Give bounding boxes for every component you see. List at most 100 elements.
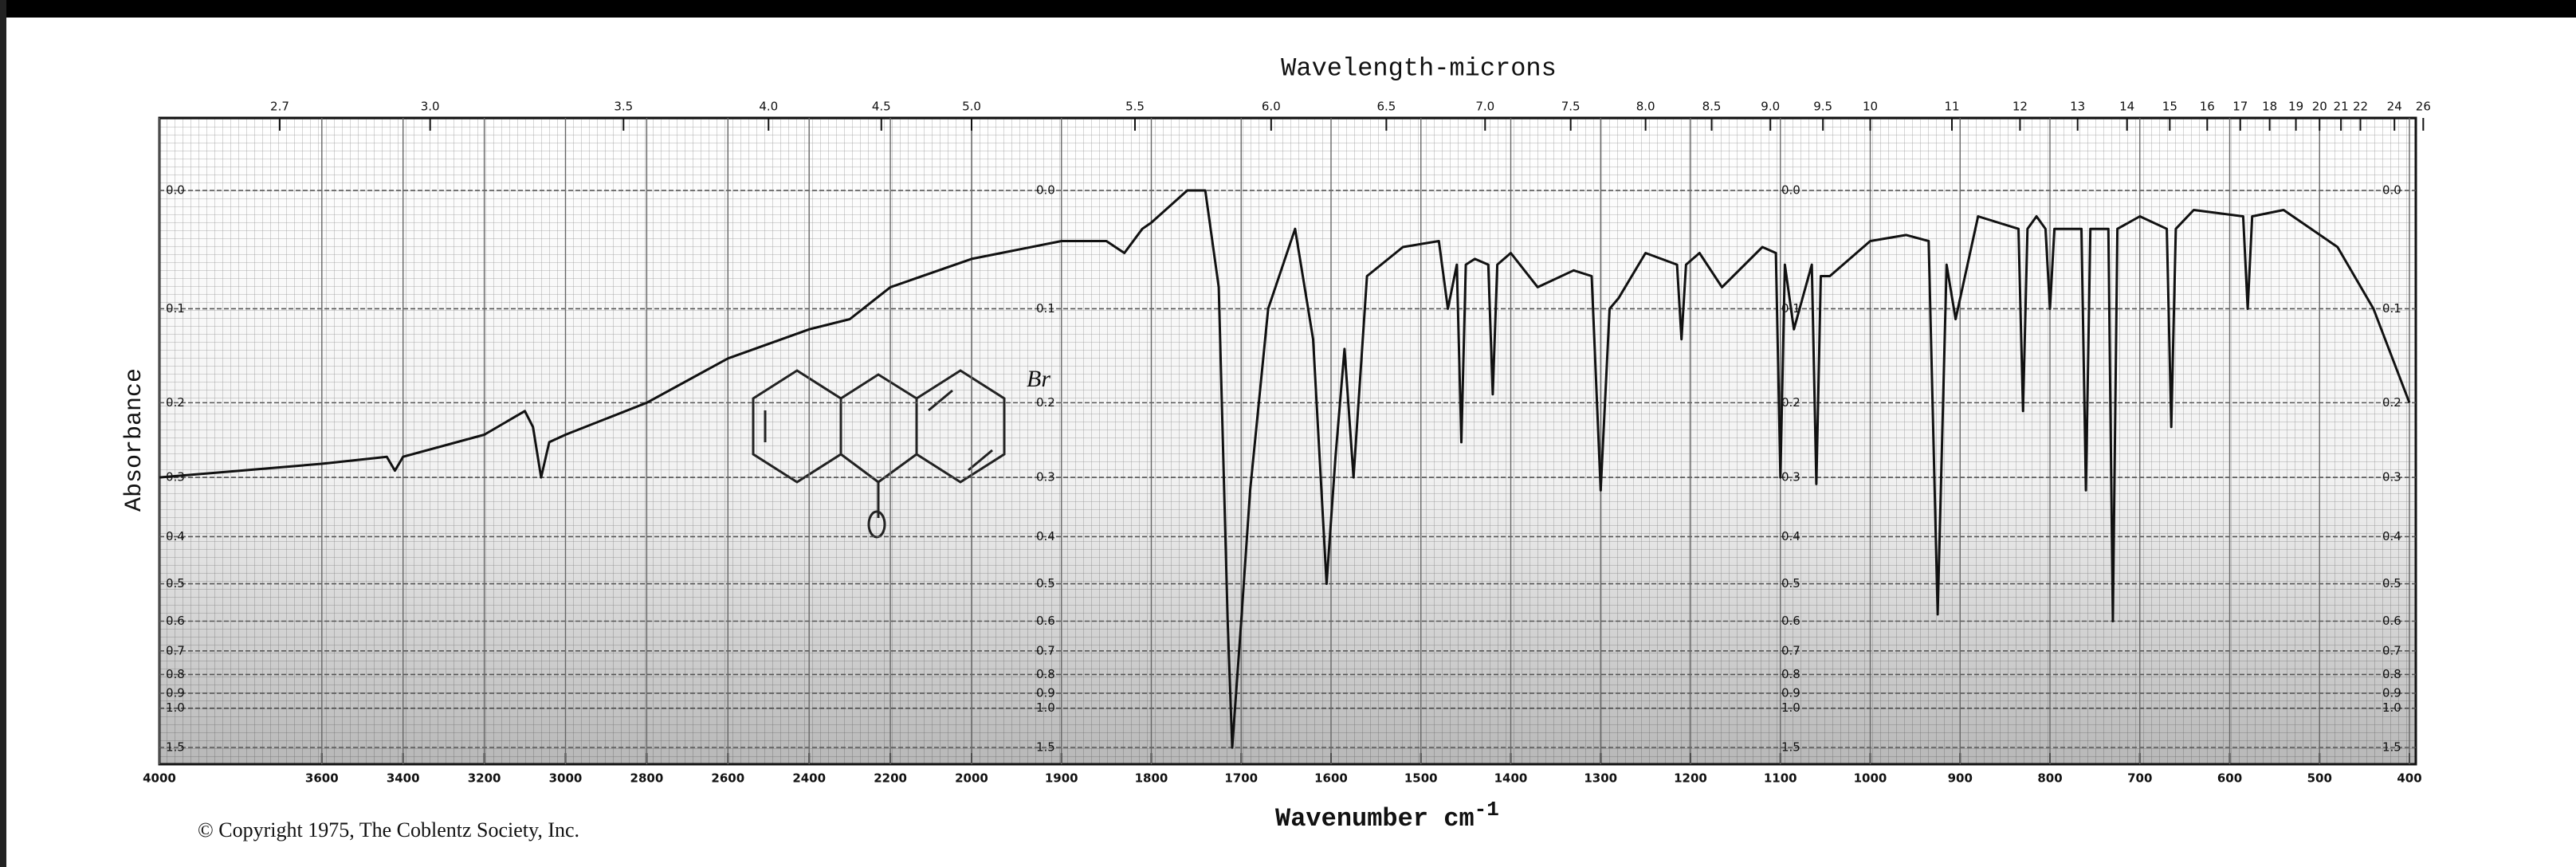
x2-tick-label: 10 (1863, 100, 1878, 114)
x2-tick-label: 15 (2162, 100, 2177, 114)
x-tick-label: 1400 (1494, 771, 1528, 786)
x-tick-label: 600 (2217, 771, 2242, 786)
x-tick-label: 500 (2307, 771, 2332, 786)
y-tick-label: 0.0 (1036, 183, 1055, 198)
y-tick-label: 1.0 (2382, 700, 2401, 715)
x-tick-label: 700 (2127, 771, 2152, 786)
x-tick-label: 1800 (1135, 771, 1168, 786)
x-tick-label: 2000 (955, 771, 988, 786)
x-axis-title: Wavenumber cm-1 (1275, 798, 1499, 834)
x2-tick-label: 9.0 (1761, 100, 1780, 114)
x2-tick-label: 24 (2387, 100, 2402, 114)
scan-border (0, 0, 2576, 18)
x-axis-title-sup: -1 (1475, 798, 1499, 822)
y-tick-label: 0.9 (1036, 685, 1055, 700)
top-axis-title: Wavelength-microns (1281, 53, 1557, 83)
y-tick-label: 0.5 (1781, 576, 1800, 590)
y-tick-label: 0.7 (1781, 643, 1800, 657)
y-tick-label: 0.5 (1036, 576, 1055, 590)
x-tick-label: 2400 (792, 771, 826, 786)
x-tick-label: 1300 (1584, 771, 1617, 786)
y-tick-label: 0.6 (1036, 614, 1055, 628)
copyright: © Copyright 1975, The Coblentz Society, … (198, 818, 579, 842)
y-tick-label: 0.8 (2382, 667, 2401, 681)
x2-tick-label: 6.5 (1376, 100, 1396, 114)
x2-tick-label: 7.0 (1475, 100, 1494, 114)
x2-tick-label: 2.7 (270, 100, 289, 114)
spectrum-line (159, 189, 2411, 749)
x-tick-label: 3200 (468, 771, 501, 786)
y-tick-label: 1.5 (1036, 740, 1055, 755)
paper-shading (159, 118, 2416, 764)
x-tick-label: 2800 (630, 771, 664, 786)
x2-tick-label: 14 (2119, 100, 2134, 114)
annotation: Br (1027, 366, 1050, 392)
x2-tick-label: 13 (2070, 100, 2085, 114)
y-tick-label: 0.5 (166, 576, 185, 590)
y-tick-label: 0.8 (166, 667, 185, 681)
x-tick-label: 2600 (711, 771, 744, 786)
x-tick-label: 800 (2037, 771, 2062, 786)
y-tick-label: 1.5 (2382, 740, 2401, 755)
y-tick-label: 0.7 (2382, 643, 2401, 657)
x-tick-label: 1700 (1224, 771, 1258, 786)
x2-tick-label: 4.5 (872, 100, 891, 114)
x2-tick-label: 20 (2312, 100, 2327, 114)
y-tick-label: 0.3 (1781, 470, 1800, 484)
x2-tick-label: 26 (2416, 100, 2431, 114)
x-tick-label: 400 (2397, 771, 2421, 786)
x-tick-label: 1500 (1404, 771, 1438, 786)
x2-tick-label: 17 (2232, 100, 2248, 114)
y-tick-label: 0.1 (166, 301, 185, 316)
x-tick-label: 1000 (1854, 771, 1887, 786)
y-tick-label: 0.4 (166, 529, 185, 543)
x2-tick-label: 3.5 (614, 100, 633, 114)
y-tick-label: 0.7 (166, 643, 185, 657)
y-tick-label: 0.2 (2382, 395, 2401, 410)
y-tick-label: 0.6 (2382, 614, 2401, 628)
scan-edge (0, 0, 6, 867)
y-tick-label: 0.3 (1036, 470, 1055, 484)
y-tick-label: 0.9 (166, 685, 185, 700)
x2-tick-label: 4.0 (759, 100, 778, 114)
y-tick-label: 1.0 (1036, 700, 1055, 715)
x2-tick-label: 6.0 (1262, 100, 1281, 114)
x2-tick-label: 18 (2262, 100, 2277, 114)
x2-tick-label: 5.5 (1125, 100, 1145, 114)
y-tick-label: 0.4 (1036, 529, 1055, 543)
x2-tick-label: 19 (2288, 100, 2303, 114)
x2-tick-label: 16 (2200, 100, 2215, 114)
y-tick-label: 1.0 (1781, 700, 1800, 715)
x2-tick-label: 21 (2334, 100, 2349, 114)
x-tick-label: 1600 (1314, 771, 1348, 786)
x-tick-label: 4000 (143, 771, 176, 786)
y-tick-label: 0.4 (1781, 529, 1800, 543)
y-tick-label: 0.2 (166, 395, 185, 410)
x-tick-label: 900 (1948, 771, 1973, 786)
y-tick-label: 0.1 (2382, 301, 2401, 316)
y-tick-label: 0.6 (166, 614, 185, 628)
y-tick-label: 0.0 (2382, 183, 2401, 198)
x-tick-label: 3400 (387, 771, 420, 786)
y-tick-label: 1.0 (166, 700, 185, 715)
y-tick-label: 0.0 (1781, 183, 1800, 198)
x2-tick-label: 9.5 (1813, 100, 1832, 114)
x-tick-label: 1200 (1674, 771, 1707, 786)
y-tick-label: 0.8 (1036, 667, 1055, 681)
y-tick-label: 0.2 (1036, 395, 1055, 410)
x2-tick-label: 22 (2353, 100, 2368, 114)
structure-drawing (752, 369, 1006, 539)
x2-tick-label: 8.0 (1636, 100, 1655, 114)
y-axis-title: Absorbance (121, 368, 148, 512)
y-tick-label: 0.9 (1781, 685, 1800, 700)
x-tick-label: 1900 (1045, 771, 1078, 786)
x2-tick-label: 7.5 (1561, 100, 1581, 114)
y-tick-label: 0.4 (2382, 529, 2401, 543)
x-tick-label: 2200 (874, 771, 907, 786)
x-tick-label: 3600 (305, 771, 339, 786)
y-tick-label: 0.1 (1036, 301, 1055, 316)
x-tick-label: 3000 (549, 771, 583, 786)
y-tick-label: 0.0 (166, 183, 185, 198)
x-axis-title-text: Wavenumber cm (1275, 804, 1475, 834)
